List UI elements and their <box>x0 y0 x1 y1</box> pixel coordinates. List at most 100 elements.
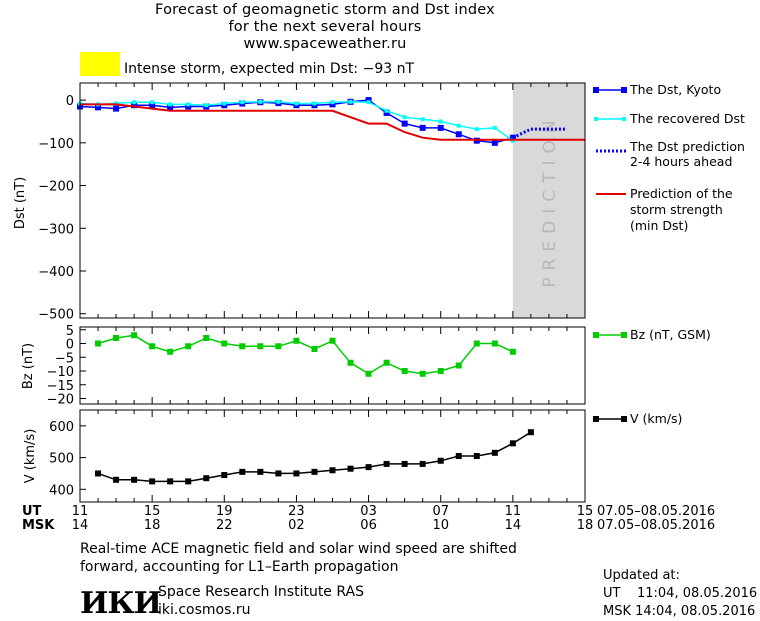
dst-point <box>437 124 444 131</box>
dst-point <box>366 100 371 105</box>
bz-point <box>401 368 408 374</box>
bz-point <box>149 343 156 350</box>
v-point <box>221 472 228 479</box>
bz-ytick-label: 0 <box>66 338 74 353</box>
legend-dst-recovered: The recovered Dst <box>594 111 745 126</box>
msk-tick-label: 02 <box>288 518 305 533</box>
v-point <box>167 478 174 485</box>
dst-ytick-label: −500 <box>38 308 74 323</box>
dst-point <box>204 103 209 108</box>
bz-series-line-0 <box>97 334 514 375</box>
bz-point <box>509 348 516 355</box>
legend: The Dst, Kyoto The recovered Dst The Dst… <box>593 82 745 426</box>
bz-point <box>365 370 372 377</box>
dst-axis: 0 −100 −200 −300 −400 −500 <box>38 83 586 323</box>
bz-point <box>311 346 318 352</box>
v-point <box>527 429 534 436</box>
bz-point <box>329 337 336 344</box>
dst-series-line-3 <box>80 103 585 141</box>
dst-point <box>132 100 137 105</box>
updated-label: Updated at: <box>603 568 680 583</box>
v-series <box>95 429 534 485</box>
updated-msk: MSK 14:04, 08.05.2016 <box>603 604 756 619</box>
bz-series <box>95 332 516 377</box>
bz-point <box>275 343 282 350</box>
legend-storm-prediction-label-1: Prediction of the <box>630 186 733 201</box>
prediction-region <box>512 83 585 318</box>
msk-date-range: 07.05–08.05.2016 <box>597 518 715 533</box>
dst-point <box>492 125 497 130</box>
msk-tick-label: 22 <box>216 518 233 533</box>
bz-ytick-label: −10 <box>47 365 74 380</box>
v-point <box>149 478 156 485</box>
ut-tick-label: 15 <box>577 504 594 519</box>
bz-point <box>437 368 444 374</box>
dst-point <box>168 102 173 107</box>
bz-point <box>491 340 498 347</box>
institute-info: Space Research Institute RAS iki.cosmos.… <box>158 583 364 619</box>
updated-ut: UT 11:04, 08.05.2016 <box>603 586 758 601</box>
dst-frame <box>79 82 586 319</box>
legend-storm-prediction-label-3: (min Dst) <box>630 218 688 233</box>
legend-dst-prediction-label-2: 2-4 hours ahead <box>630 154 732 169</box>
dst-ytick-label: −400 <box>38 265 74 280</box>
dst-series-line-2 <box>512 127 567 140</box>
dst-point <box>329 101 336 108</box>
dst-point <box>276 99 281 104</box>
v-point <box>347 465 354 472</box>
chart-title: Forecast of geomagnetic storm and Dst in… <box>0 2 650 53</box>
footer-note-line-1: Real-time ACE magnetic field and solar w… <box>80 541 517 557</box>
dst-point <box>383 109 390 116</box>
bz-point <box>293 337 300 344</box>
ut-tick-label: 23 <box>288 504 305 519</box>
institute-website[interactable]: iki.cosmos.ru <box>158 602 251 618</box>
bz-point <box>347 359 354 366</box>
dst-series <box>77 97 585 146</box>
v-point <box>473 453 480 459</box>
v-point <box>275 470 282 477</box>
bz-point <box>203 335 210 341</box>
storm-status-text: Intense storm, expected min Dst: −93 nT <box>124 61 415 77</box>
charts-svg: PREDICTION 0−100−200−300−400−500 Dst (nT… <box>13 82 745 519</box>
dst-point <box>95 104 102 111</box>
v-point <box>491 449 498 456</box>
dst-point <box>113 105 120 112</box>
legend-dst-kyoto: The Dst, Kyoto <box>593 82 721 97</box>
dst-point <box>240 100 245 105</box>
footer-note: Real-time ACE magnetic field and solar w… <box>80 540 517 576</box>
bz-ytick-label: −20 <box>47 393 74 408</box>
dst-point <box>258 99 263 104</box>
legend-dst-recovered-label: The recovered Dst <box>629 111 745 126</box>
msk-tick-label: 10 <box>432 518 449 533</box>
bz-frame <box>79 326 586 405</box>
bz-point <box>167 348 174 355</box>
legend-dst-prediction-label-1: The Dst prediction <box>629 139 745 154</box>
dst-point <box>186 102 191 107</box>
ut-tick-label: 19 <box>216 504 233 519</box>
dst-point <box>150 100 155 105</box>
msk-axis: MSK 14 18 22 02 06 10 14 18 07.05–08.05.2016 <box>22 518 715 533</box>
v-point <box>239 468 246 475</box>
dst-point <box>455 131 462 138</box>
bz-ylabel: Bz (nT) <box>21 343 36 389</box>
v-ytick-label: 600 <box>49 420 74 435</box>
bz-ytick-label: −5 <box>55 351 74 366</box>
v-point <box>95 470 102 477</box>
v-point <box>203 475 210 482</box>
msk-tick-label: 06 <box>360 518 377 533</box>
ut-tick-label: 07 <box>432 504 449 519</box>
msk-tick-label: 14 <box>72 518 89 533</box>
dst-point <box>294 101 299 106</box>
dst-point <box>438 119 443 124</box>
bz-point <box>257 343 264 350</box>
dst-point <box>131 102 138 109</box>
dst-ytick-label: −300 <box>38 222 74 237</box>
dst-point <box>348 99 353 104</box>
prediction-label: PREDICTION <box>540 113 560 287</box>
footer-note-line-2: forward, accounting for L1–Earth propaga… <box>80 559 399 575</box>
legend-bz-label: Bz (nT, GSM) <box>630 327 711 342</box>
dst-point <box>312 101 317 106</box>
v-point <box>383 460 390 467</box>
v-point <box>185 478 192 485</box>
legend-v-label: V (km/s) <box>630 411 682 426</box>
